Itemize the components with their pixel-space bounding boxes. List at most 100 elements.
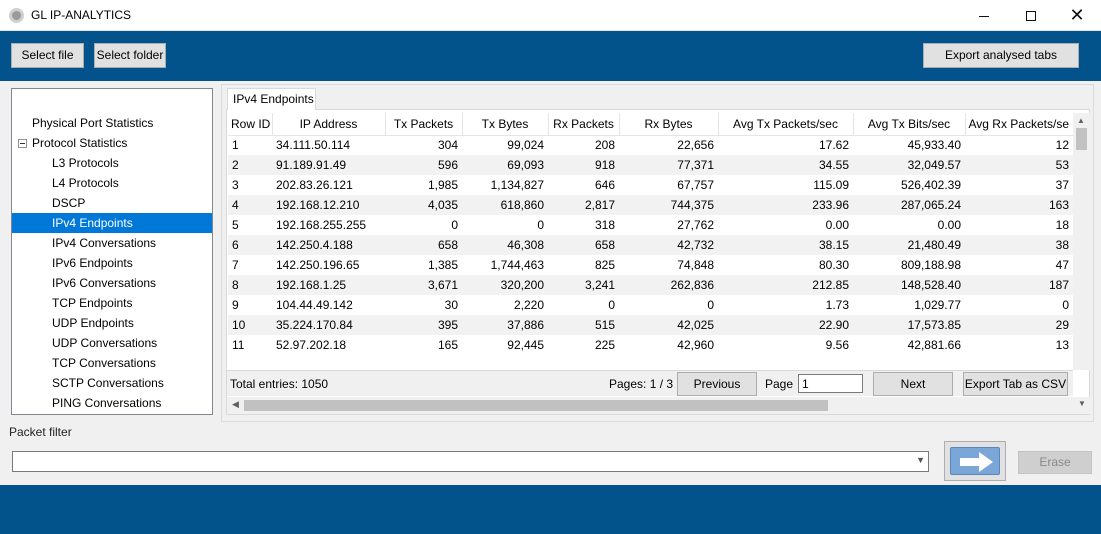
table-cell: 192.168.255.255 (276, 218, 367, 232)
table-cell: 163 (965, 195, 1073, 215)
table-cell: 192.168.1.25 (272, 275, 385, 295)
table-row[interactable]: 11 52.97.202.18 165 92,445 225 42,960 9.56 42,8… (228, 335, 1073, 355)
table-cell: 12 (1055, 138, 1069, 153)
table-cell: 825 (594, 258, 615, 272)
column-header[interactable]: Row ID (228, 113, 273, 136)
tree-item-l3-protocols[interactable]: L3 Protocols (52, 156, 119, 170)
minimize-button[interactable] (961, 0, 1007, 31)
select-file-button[interactable]: Select file (11, 43, 84, 68)
table-cell: 0 (707, 298, 714, 312)
apply-filter-button[interactable] (944, 441, 1006, 481)
table-cell: 148,528.40 (853, 275, 965, 295)
table-cell: 4 (228, 195, 272, 215)
table-cell: 192.168.12.210 (272, 195, 385, 215)
previous-button[interactable]: Previous (677, 372, 757, 396)
export-tab-csv-button[interactable]: Export Tab as CSV (963, 372, 1068, 396)
scroll-down-icon[interactable]: ▼ (1078, 399, 1086, 408)
tree-item-ipv4-endpoints[interactable]: IPv4 Endpoints (12, 213, 212, 233)
column-header[interactable]: Tx Bytes (462, 113, 549, 136)
column-header[interactable]: Rx Bytes (619, 113, 719, 136)
table-row[interactable]: 6 142.250.4.188 658 46,308 658 42,732 38.15 21,… (228, 235, 1073, 255)
column-header[interactable]: Tx Packets (385, 113, 463, 136)
table-row[interactable]: 1 34.111.50.114 304 99,024 208 22,656 17.62 45,… (228, 135, 1073, 155)
tree-item-ipv6-endpoints[interactable]: IPv6 Endpoints (52, 256, 133, 270)
table-cell: 0.00 (825, 218, 849, 232)
packet-filter-combobox[interactable]: ▼ (12, 451, 929, 472)
toolbar: Select file Select folder Export analyse… (0, 31, 1101, 81)
table-cell: 46,308 (462, 235, 548, 255)
table-cell: 67,757 (677, 178, 714, 192)
tree-item-dscp[interactable]: DSCP (52, 196, 86, 210)
tab-ipv4-endpoints[interactable]: IPv4 Endpoints (227, 88, 316, 110)
tree-item-tcp-endpoints[interactable]: TCP Endpoints (52, 296, 133, 310)
column-header[interactable]: Avg Tx Packets/sec (718, 113, 854, 136)
column-header[interactable]: Rx Packets (548, 113, 620, 136)
table-cell: 212.85 (718, 275, 853, 295)
tree-item-ping-conversations[interactable]: PING Conversations (52, 396, 162, 410)
tree-item-udp-endpoints[interactable]: UDP Endpoints (52, 316, 134, 330)
table-cell: 165 (437, 338, 458, 352)
column-header[interactable]: Avg Tx Bits/sec (853, 113, 966, 136)
table-cell: 42,025 (619, 315, 718, 335)
close-button[interactable]: ✕ (1054, 0, 1100, 31)
table-cell: 7 (232, 258, 239, 272)
tree-item-l4-protocols[interactable]: L4 Protocols (52, 176, 119, 190)
column-header[interactable]: Avg Rx Packets/se (965, 113, 1074, 136)
table-row[interactable]: 9 104.44.49.142 30 2,220 0 0 1.73 1,029.77 0 (228, 295, 1073, 315)
table-cell: 526,402.39 (900, 178, 961, 192)
table-cell: 0 (451, 218, 458, 232)
table-cell: 1,985 (427, 178, 458, 192)
tree-item-ipv6-conversations[interactable]: IPv6 Conversations (52, 276, 157, 290)
table-row[interactable]: 7 142.250.196.65 1,385 1,744,463 825 74,848 80… (228, 255, 1073, 275)
table-cell: 37,886 (462, 315, 548, 335)
tree-item-sctp-conversations[interactable]: SCTP Conversations (52, 376, 164, 390)
horizontal-scroll-thumb[interactable] (244, 400, 828, 411)
app-gear-icon (9, 8, 24, 23)
table-cell: 69,093 (462, 155, 548, 175)
table-cell: 27,762 (677, 218, 714, 232)
scroll-up-icon[interactable]: ▲ (1077, 116, 1085, 125)
table-cell: 1.73 (825, 298, 849, 312)
table-cell: 34.111.50.114 (276, 138, 351, 153)
table-cell: 618,860 (462, 195, 548, 215)
export-analysed-tabs-button[interactable]: Export analysed tabs (923, 43, 1079, 68)
table-cell: 1 (232, 138, 239, 153)
table-cell: 22,656 (677, 138, 714, 153)
table-cell: 658 (385, 235, 462, 255)
tree-item-tcp-conversations[interactable]: TCP Conversations (52, 356, 156, 370)
table-row[interactable]: 4 192.168.12.210 4,035 618,860 2,817 744,375 2… (228, 195, 1073, 215)
table-cell: 287,065.24 (853, 195, 965, 215)
page-number-input[interactable] (798, 374, 863, 393)
table-cell: 233.96 (718, 195, 853, 215)
table-cell: 9.56 (825, 338, 849, 352)
horizontal-scrollbar[interactable]: ◀ ▼ (227, 397, 1090, 414)
tree-item-protocol-statistics[interactable]: Protocol Statistics (32, 136, 128, 150)
table-cell: 395 (385, 315, 462, 335)
page-label: Page (765, 377, 794, 391)
chevron-down-icon[interactable]: ▼ (916, 455, 925, 465)
next-button[interactable]: Next (873, 372, 953, 396)
table-row[interactable]: 10 35.224.170.84 395 37,886 515 42,025 22.90 17… (228, 315, 1073, 335)
collapse-icon[interactable] (18, 139, 27, 148)
select-folder-button[interactable]: Select folder (94, 43, 166, 68)
table-cell: 0 (537, 218, 544, 232)
tree-item-udp-conversations[interactable]: UDP Conversations (52, 336, 158, 350)
table-cell: 38 (965, 235, 1073, 255)
vertical-scroll-thumb[interactable] (1076, 128, 1087, 150)
tree-item-ipv4-conversations[interactable]: IPv4 Conversations (52, 236, 157, 250)
vertical-scrollbar[interactable]: ▲ (1073, 113, 1090, 370)
table-row[interactable]: 5 192.168.255.255 0 0 318 27,762 0.00 0.00 18 (228, 215, 1073, 235)
table-cell: 225 (594, 338, 615, 352)
column-header[interactable]: IP Address (272, 113, 386, 136)
table-row[interactable]: 8 192.168.1.25 3,671 320,200 3,241 262,836 212… (228, 275, 1073, 295)
table-cell: 0 (1062, 298, 1069, 312)
table-cell: 9 (232, 298, 239, 312)
tree-item-physical-port-statistics[interactable]: Physical Port Statistics (32, 116, 154, 130)
scroll-left-icon[interactable]: ◀ (232, 399, 239, 409)
erase-button[interactable]: Erase (1018, 451, 1092, 474)
table-row[interactable]: 3 202.83.26.121 1,985 1,134,827 646 67,757 115… (228, 175, 1073, 195)
table-cell: 5 (232, 218, 239, 232)
table-row[interactable]: 2 91.189.91.49 596 69,093 918 77,371 34.55 32,0… (228, 155, 1073, 175)
table-cell: 11 (232, 338, 245, 352)
maximize-button[interactable] (1008, 0, 1054, 31)
